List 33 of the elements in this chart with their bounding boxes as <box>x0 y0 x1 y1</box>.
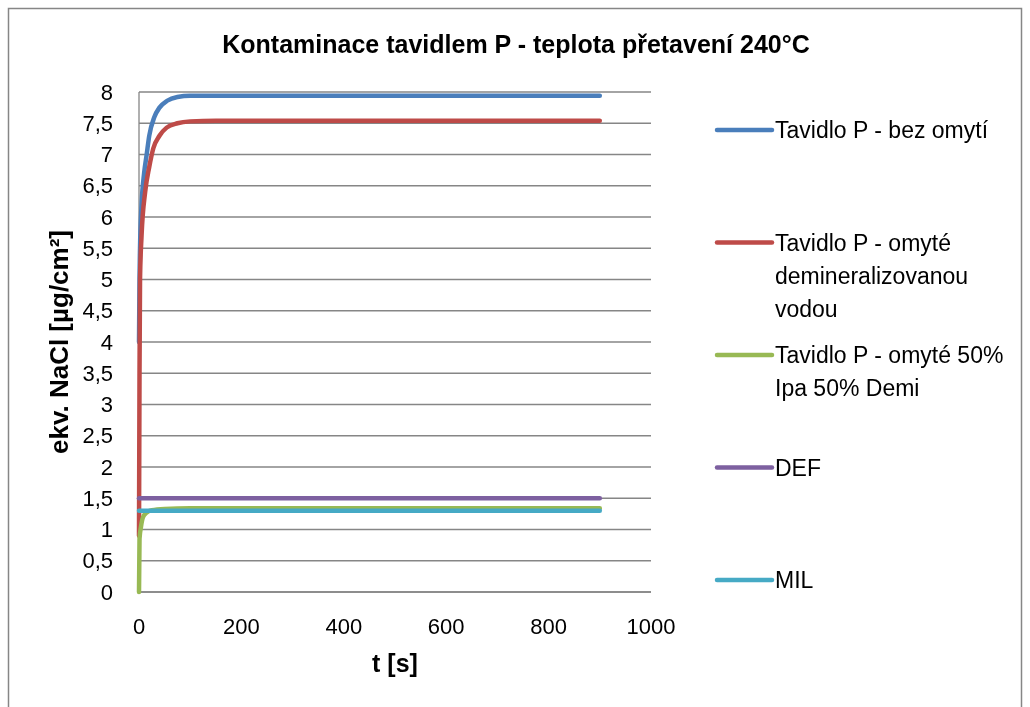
y-tick-label: 4 <box>100 329 113 355</box>
chart-title: Kontaminace tavidlem P - teplota přetavení 240°C <box>222 30 810 58</box>
x-tick-label: 1000 <box>626 614 676 639</box>
y-tick-label: 2 <box>100 454 113 480</box>
y-tick-label: 0,5 <box>82 548 113 574</box>
y-tick-label: 5 <box>100 267 113 293</box>
y-tick-label: 2,5 <box>82 423 113 449</box>
x-tick-label: 600 <box>427 614 465 639</box>
line-series <box>136 506 603 595</box>
y-tick-label: 3 <box>100 392 113 418</box>
x-tick-label: 800 <box>530 614 567 639</box>
legend-label: Tavidlo P - bez omytí <box>775 117 989 143</box>
y-tick-label: 6 <box>100 204 113 230</box>
legend-label: Tavidlo P - omyté demineralizovanou vodou <box>775 229 969 322</box>
y-tick-label: 3,5 <box>82 360 113 386</box>
y-tick-label: 1 <box>100 517 113 543</box>
y-tick-label: 4,5 <box>82 298 113 324</box>
legend-label: DEF <box>775 454 821 481</box>
y-tick-label: 0 <box>100 579 113 605</box>
x-axis-title: t [s] <box>372 649 418 677</box>
x-tick-label: 0 <box>132 614 146 639</box>
y-tick-label: 6,5 <box>82 173 113 199</box>
y-tick-label: 8 <box>100 79 113 105</box>
x-tick-label: 200 <box>223 614 260 639</box>
y-tick-label: 5,5 <box>82 235 113 261</box>
y-tick-label: 1,5 <box>82 485 113 511</box>
line-series <box>136 118 603 538</box>
legend-label: Tavidlo P - omyté 50% Ipa 50% Demi <box>775 342 1004 401</box>
legend-label: MIL <box>775 567 814 593</box>
y-tick-label: 7,5 <box>82 110 113 136</box>
y-tick-label: 7 <box>100 142 113 168</box>
y-axis-title: ekv. NaCl [µg/cm²] <box>44 230 74 454</box>
x-tick-label: 400 <box>325 614 363 639</box>
